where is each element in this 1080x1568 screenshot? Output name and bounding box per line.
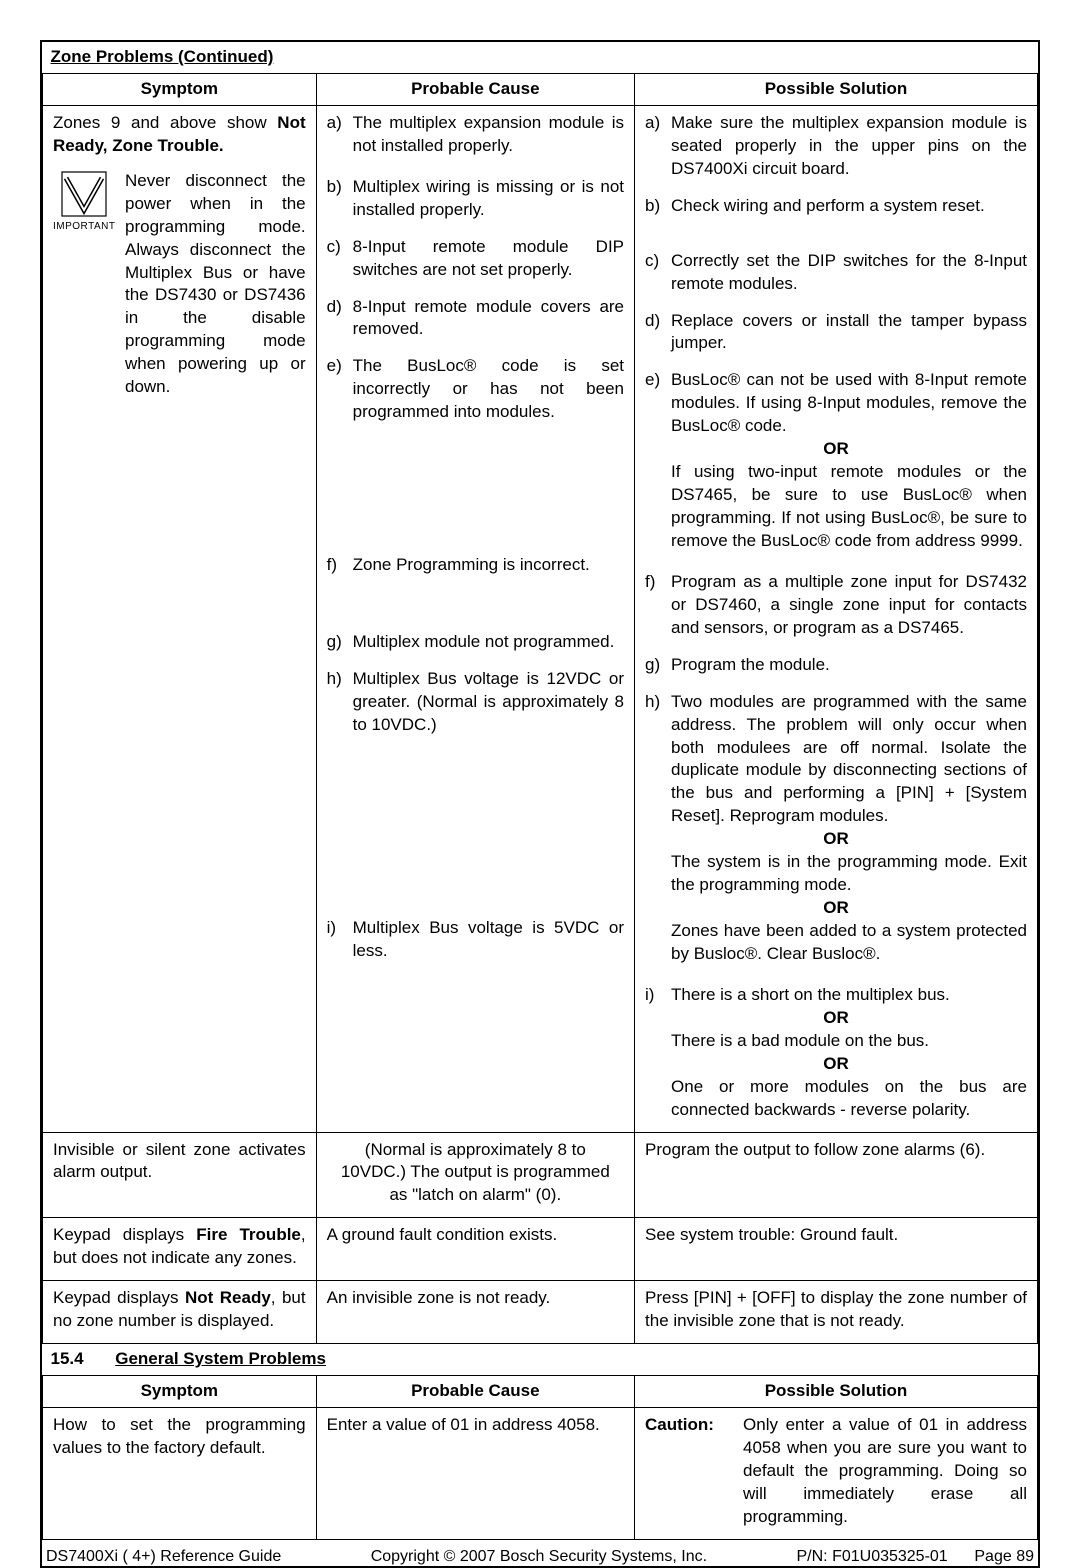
section2-num: 15.4	[51, 1348, 111, 1371]
cause-b: Multiplex wiring is missing or is not in…	[353, 176, 624, 222]
sol-a: Make sure the multiplex expansion module…	[671, 112, 1027, 181]
symptom-bold: Not Ready	[185, 1288, 271, 1307]
table-row: Keypad displays Not Ready, but no zone n…	[43, 1281, 1038, 1344]
important-icon: IMPORTANT	[53, 170, 115, 399]
sol-e1: BusLoc® can not be used with 8-Input rem…	[671, 369, 1027, 438]
symptom-cell: Keypad displays Not Ready, but no zone n…	[43, 1281, 317, 1344]
or-label: OR	[645, 828, 1027, 851]
sol-d: Replace covers or install the tamper byp…	[671, 310, 1027, 356]
symptom-cell: Invisible or silent zone activates alarm…	[43, 1132, 317, 1218]
symptom-cell: How to set the programming values to the…	[43, 1407, 317, 1539]
sol-c: Correctly set the DIP switches for the 8…	[671, 250, 1027, 296]
important-callout: IMPORTANT Never disconnect the power whe…	[53, 170, 306, 399]
cause-i: Multiplex Bus voltage is 5VDC or less.	[353, 917, 624, 963]
cause-cell: Enter a value of 01 in address 4058.	[316, 1407, 634, 1539]
or-label: OR	[645, 438, 1027, 461]
sol-f: Program as a multiple zone input for DS7…	[671, 571, 1027, 640]
col-solution: Possible Solution	[635, 1376, 1038, 1408]
cause-d: 8-Input remote module covers are removed…	[353, 296, 624, 342]
or-label: OR	[645, 897, 1027, 920]
symptom-cell: Keypad displays Fire Trouble, but does n…	[43, 1218, 317, 1281]
or-label: OR	[645, 1053, 1027, 1076]
caution-label: Caution:	[645, 1414, 723, 1529]
important-label: IMPORTANT	[53, 220, 115, 234]
symptom-lead-pre: Zones 9 and above show	[53, 113, 277, 132]
section1-title-row: Zone Problems (Continued)	[43, 42, 1038, 73]
symptom-bold: Fire Trouble	[196, 1225, 301, 1244]
cause-g: Multiplex module not programmed.	[353, 631, 624, 654]
sol-h3: Zones have been added to a system protec…	[671, 920, 1027, 966]
important-text: Never disconnect the power when in the p…	[125, 170, 306, 399]
col-cause: Probable Cause	[316, 1376, 634, 1408]
cause-cell: a)The multiplex expansion module is not …	[316, 105, 634, 1132]
section2-title-row: 15.4 General System Problems	[43, 1344, 1038, 1376]
table-row: How to set the programming values to the…	[43, 1407, 1038, 1539]
footer-right: P/N: F01U035325-01 Page 89	[797, 1548, 1034, 1566]
cause-e: The BusLoc® code is set incorrectly or h…	[353, 355, 624, 424]
cause-cell: (Normal is approximately 8 to 10VDC.) Th…	[316, 1132, 634, 1218]
sol-g: Program the module.	[671, 654, 1027, 677]
cause-c: 8-Input remote module DIP switches are n…	[353, 236, 624, 282]
troubleshooting-table: Zone Problems (Continued) Symptom Probab…	[42, 42, 1038, 1540]
footer-pn: P/N: F01U035325-01	[797, 1548, 948, 1565]
page: Zone Problems (Continued) Symptom Probab…	[0, 0, 1080, 1397]
symptom-cell: Zones 9 and above show Not Ready, Zone T…	[43, 105, 317, 1132]
solution-cell: a)Make sure the multiplex expansion modu…	[635, 105, 1038, 1132]
footer-center: Copyright © 2007 Bosch Security Systems,…	[371, 1548, 707, 1566]
col-symptom: Symptom	[43, 73, 317, 105]
sol-h2: The system is in the programming mode. E…	[671, 851, 1027, 897]
footer-page: Page 89	[974, 1548, 1034, 1565]
col-symptom: Symptom	[43, 1376, 317, 1408]
section1-title: Zone Problems (Continued)	[51, 47, 274, 66]
sol-b: Check wiring and perform a system reset.	[671, 195, 1027, 218]
content-frame: Zone Problems (Continued) Symptom Probab…	[40, 40, 1040, 1568]
table-row: Keypad displays Fire Trouble, but does n…	[43, 1218, 1038, 1281]
col-solution: Possible Solution	[635, 73, 1038, 105]
caution-body: Only enter a value of 01 in address 4058…	[743, 1414, 1027, 1529]
solution-cell: Program the output to follow zone alarms…	[635, 1132, 1038, 1218]
section1-header-row: Symptom Probable Cause Possible Solution	[43, 73, 1038, 105]
cause-text: (Normal is approximately 8 to 10VDC.) Th…	[327, 1139, 624, 1208]
solution-cell: Caution: Only enter a value of 01 in add…	[635, 1407, 1038, 1539]
sol-i2: There is a bad module on the bus.	[671, 1030, 1027, 1053]
sol-e2: If using two-input remote modules or the…	[671, 461, 1027, 553]
footer-left: DS7400Xi ( 4+) Reference Guide	[46, 1548, 281, 1566]
sol-i1: There is a short on the multiplex bus.	[671, 984, 1027, 1007]
section2-header-row: Symptom Probable Cause Possible Solution	[43, 1376, 1038, 1408]
symptom-pre: Keypad displays	[53, 1288, 185, 1307]
section2-title: General System Problems	[115, 1349, 326, 1368]
solution-cell: Press [PIN] + [OFF] to display the zone …	[635, 1281, 1038, 1344]
table-row: Zones 9 and above show Not Ready, Zone T…	[43, 105, 1038, 1132]
sol-i3: One or more modules on the bus are conne…	[671, 1076, 1027, 1122]
table-row: Invisible or silent zone activates alarm…	[43, 1132, 1038, 1218]
symptom-pre: Keypad displays	[53, 1225, 196, 1244]
col-cause: Probable Cause	[316, 73, 634, 105]
page-footer: DS7400Xi ( 4+) Reference Guide Copyright…	[42, 1540, 1038, 1566]
cause-a: The multiplex expansion module is not in…	[353, 112, 624, 158]
cause-f: Zone Programming is incorrect.	[353, 554, 624, 577]
or-label: OR	[645, 1007, 1027, 1030]
cause-cell: A ground fault condition exists.	[316, 1218, 634, 1281]
solution-cell: See system trouble: Ground fault.	[635, 1218, 1038, 1281]
cause-cell: An invisible zone is not ready.	[316, 1281, 634, 1344]
cause-h: Multiplex Bus voltage is 12VDC or greate…	[353, 668, 624, 737]
sol-h1: Two modules are programmed with the same…	[671, 691, 1027, 829]
